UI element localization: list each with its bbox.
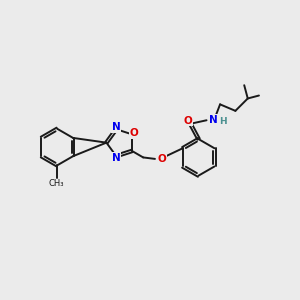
Text: N: N xyxy=(112,122,121,132)
Text: O: O xyxy=(158,154,167,164)
Text: N: N xyxy=(209,115,218,125)
Text: O: O xyxy=(129,128,138,138)
Text: CH₃: CH₃ xyxy=(48,179,64,188)
Text: N: N xyxy=(112,153,121,163)
Text: H: H xyxy=(219,117,226,126)
Text: O: O xyxy=(184,116,192,126)
